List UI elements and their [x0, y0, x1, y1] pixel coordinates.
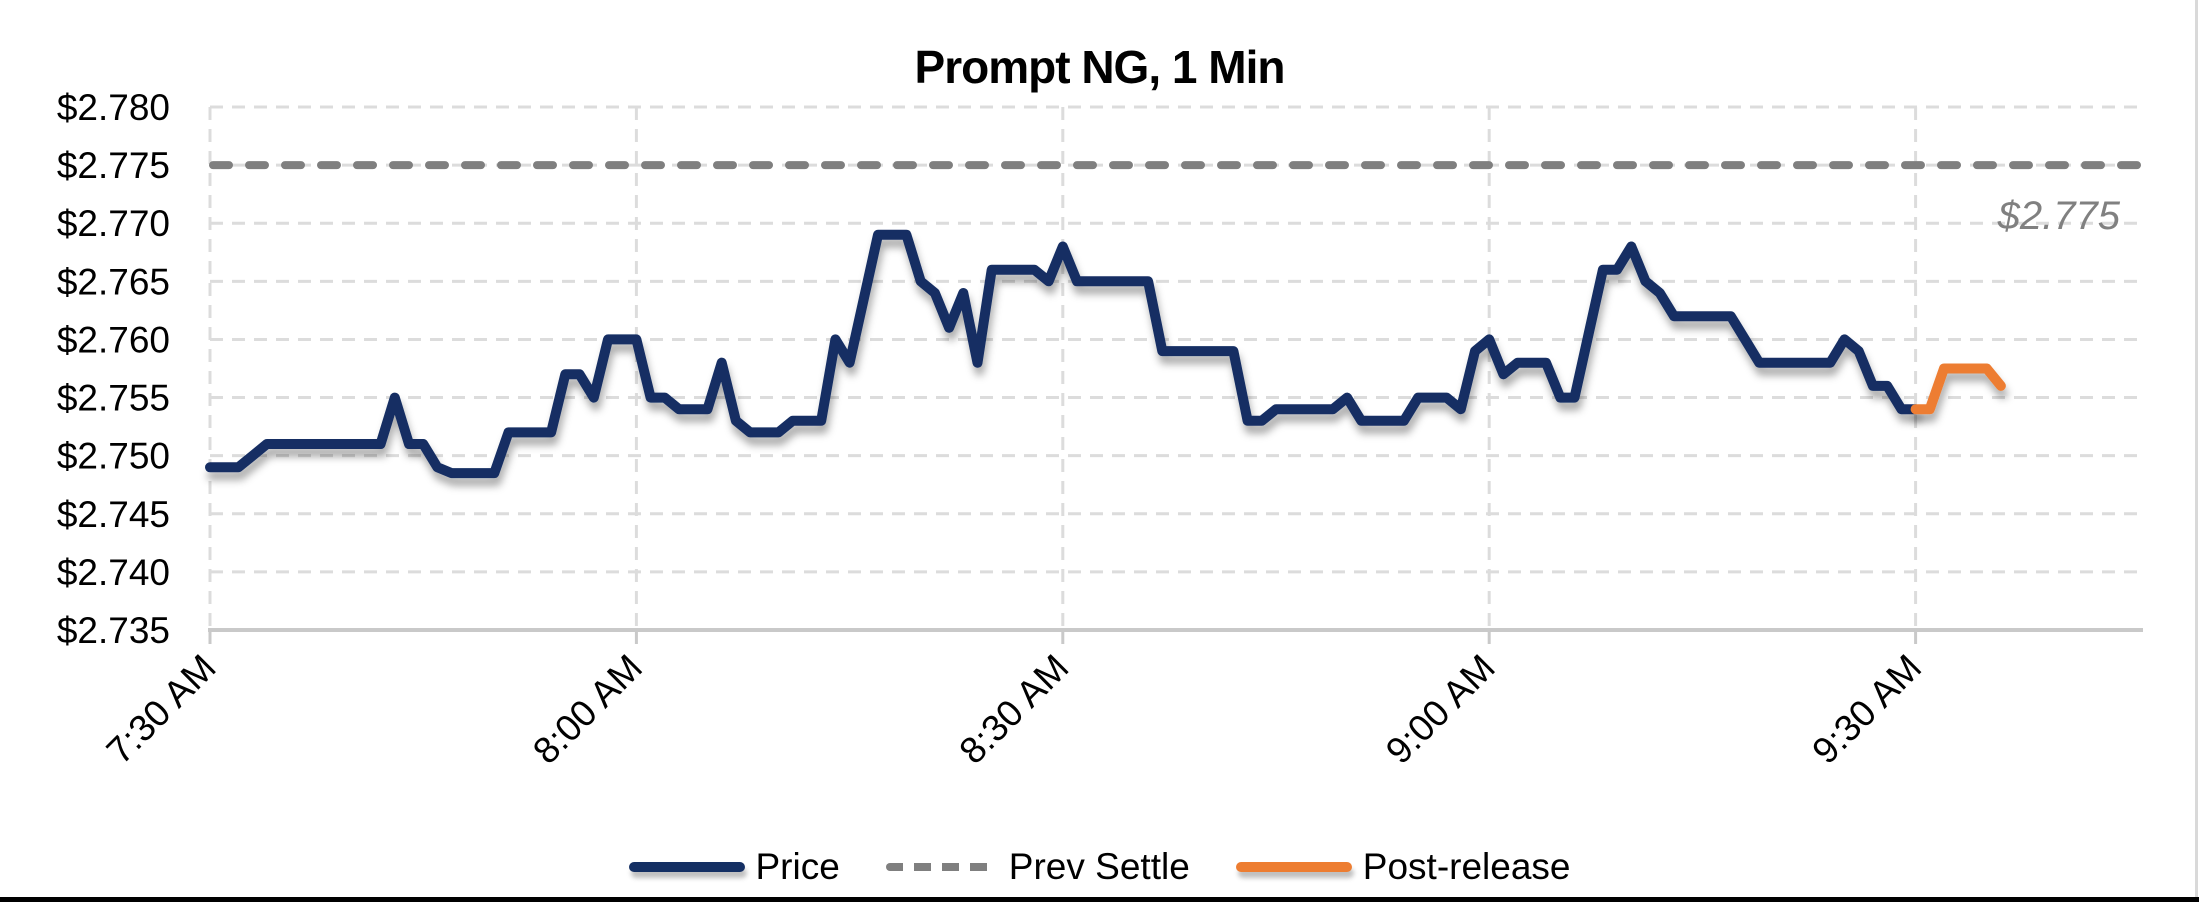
prev-settle-line-swatch: [885, 863, 998, 871]
y-tick-label: $2.750: [57, 436, 170, 477]
post-release-line: [1910, 363, 2006, 415]
y-tick-label: $2.755: [57, 378, 170, 419]
x-tick-label: 9:00 AM: [1378, 647, 1503, 772]
y-tick-label: $2.775: [57, 145, 170, 186]
x-tick-label: 9:30 AM: [1804, 647, 1929, 772]
page-bottom-border: [0, 897, 2199, 902]
y-tick-label: $2.740: [57, 552, 170, 593]
legend-label-prev-settle: Prev Settle: [1008, 846, 1190, 887]
y-tick-label: $2.770: [57, 203, 170, 244]
chart-title: Prompt NG, 1 Min: [914, 41, 1286, 93]
legend-item-post-release: Post-release: [1235, 846, 1571, 888]
prev-settle-annotation: $2.775: [1997, 194, 2120, 238]
x-tick-label: 8:30 AM: [951, 647, 1076, 772]
legend-label-price: Price: [755, 846, 840, 887]
legend-label-post-release: Post-release: [1362, 846, 1571, 887]
y-tick-label: $2.780: [57, 87, 170, 128]
legend-item-prev-settle: Prev Settle: [885, 846, 1190, 888]
legend-item-price: Price: [628, 846, 840, 888]
chart-right-border: [2195, 0, 2198, 902]
y-tick-label: $2.745: [57, 494, 170, 535]
price-line: [205, 229, 1921, 479]
y-tick-label: $2.760: [57, 319, 170, 360]
x-tick-label: 8:00 AM: [525, 647, 650, 772]
y-tick-label: $2.735: [57, 610, 170, 651]
y-tick-label: $2.765: [57, 261, 170, 302]
legend: Price Prev Settle Post-release: [628, 844, 1571, 890]
price-line-swatch: [628, 862, 745, 872]
post-release-line-swatch: [1235, 862, 1352, 872]
x-tick-label: 7:30 AM: [99, 647, 224, 772]
